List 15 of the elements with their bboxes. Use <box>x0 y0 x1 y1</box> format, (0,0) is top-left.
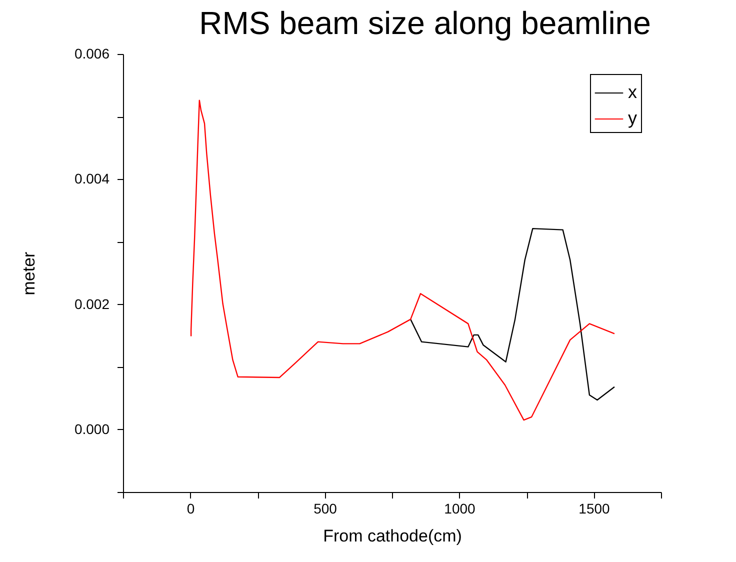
x-tick-label: 500 <box>314 500 338 516</box>
x-tick-label: 0 <box>186 500 195 516</box>
x-axis-title: From cathode(cm) <box>323 526 462 546</box>
legend-label: x <box>628 82 637 102</box>
y-tick-label: 0.006 <box>74 46 110 62</box>
y-tick-label: 0.000 <box>74 420 110 437</box>
x-tick-label: 1000 <box>444 500 476 516</box>
y-tick-label: 0.004 <box>74 170 110 187</box>
x-tick-label: 1500 <box>578 500 610 516</box>
line-series <box>410 228 616 401</box>
y-axis-title: meter <box>19 251 38 296</box>
y-tick-label: 0.002 <box>74 296 110 312</box>
legend-label: y <box>628 108 637 128</box>
chart-title: RMS beam size along beamline <box>199 5 651 41</box>
line-series <box>190 100 616 421</box>
